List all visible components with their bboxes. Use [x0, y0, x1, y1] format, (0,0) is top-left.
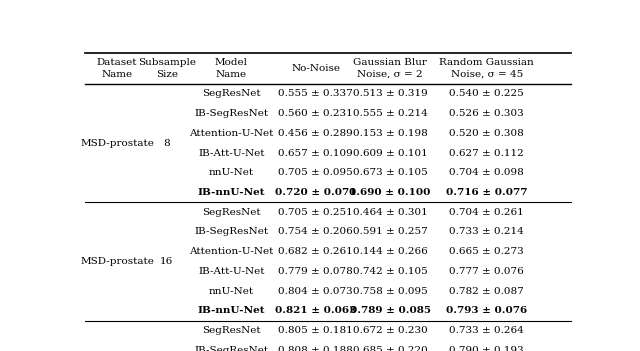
Text: IB-SegResNet: IB-SegResNet	[194, 109, 268, 118]
Text: Model
Name: Model Name	[215, 58, 248, 79]
Text: 0.705 ± 0.251: 0.705 ± 0.251	[278, 208, 353, 217]
Text: 0.705 ± 0.095: 0.705 ± 0.095	[278, 168, 353, 177]
Text: 0.758 ± 0.095: 0.758 ± 0.095	[353, 287, 428, 296]
Text: 0.690 ± 0.100: 0.690 ± 0.100	[349, 188, 431, 197]
Text: 0.672 ± 0.230: 0.672 ± 0.230	[353, 326, 428, 335]
Text: Random Gaussian
Noise, σ = 45: Random Gaussian Noise, σ = 45	[439, 58, 534, 79]
Text: 0.520 ± 0.308: 0.520 ± 0.308	[449, 129, 524, 138]
Text: 0.804 ± 0.073: 0.804 ± 0.073	[278, 287, 353, 296]
Text: 0.779 ± 0.078: 0.779 ± 0.078	[278, 267, 353, 276]
Text: IB-SegResNet: IB-SegResNet	[194, 346, 268, 351]
Text: 0.790 ± 0.193: 0.790 ± 0.193	[449, 346, 524, 351]
Text: SegResNet: SegResNet	[202, 326, 260, 335]
Text: 0.733 ± 0.214: 0.733 ± 0.214	[449, 227, 524, 237]
Text: 0.657 ± 0.109: 0.657 ± 0.109	[278, 148, 353, 158]
Text: IB-nnU-Net: IB-nnU-Net	[198, 306, 265, 316]
Text: 0.673 ± 0.105: 0.673 ± 0.105	[353, 168, 428, 177]
Text: 0.665 ± 0.273: 0.665 ± 0.273	[449, 247, 524, 256]
Text: SegResNet: SegResNet	[202, 208, 260, 217]
Text: 0.704 ± 0.098: 0.704 ± 0.098	[449, 168, 524, 177]
Text: 16: 16	[160, 257, 173, 266]
Text: 0.513 ± 0.319: 0.513 ± 0.319	[353, 90, 428, 98]
Text: Gaussian Blur
Noise, σ = 2: Gaussian Blur Noise, σ = 2	[353, 58, 427, 79]
Text: 0.526 ± 0.303: 0.526 ± 0.303	[449, 109, 524, 118]
Text: 0.782 ± 0.087: 0.782 ± 0.087	[449, 287, 524, 296]
Text: 0.720 ± 0.071: 0.720 ± 0.071	[275, 188, 356, 197]
Text: Dataset
Name: Dataset Name	[97, 58, 138, 79]
Text: nnU-Net: nnU-Net	[209, 287, 254, 296]
Text: Subsample
Size: Subsample Size	[138, 58, 196, 79]
Text: 0.742 ± 0.105: 0.742 ± 0.105	[353, 267, 428, 276]
Text: 0.754 ± 0.206: 0.754 ± 0.206	[278, 227, 353, 237]
Text: No-Noise: No-Noise	[291, 64, 340, 73]
Text: nnU-Net: nnU-Net	[209, 168, 254, 177]
Text: 0.627 ± 0.112: 0.627 ± 0.112	[449, 148, 524, 158]
Text: 0.560 ± 0.231: 0.560 ± 0.231	[278, 109, 353, 118]
Text: 0.540 ± 0.225: 0.540 ± 0.225	[449, 90, 524, 98]
Text: 0.591 ± 0.257: 0.591 ± 0.257	[353, 227, 428, 237]
Text: 0.153 ± 0.198: 0.153 ± 0.198	[353, 129, 428, 138]
Text: 0.704 ± 0.261: 0.704 ± 0.261	[449, 208, 524, 217]
Text: 0.609 ± 0.101: 0.609 ± 0.101	[353, 148, 428, 158]
Text: 0.808 ± 0.188: 0.808 ± 0.188	[278, 346, 353, 351]
Text: 0.555 ± 0.214: 0.555 ± 0.214	[353, 109, 428, 118]
Text: 0.464 ± 0.301: 0.464 ± 0.301	[353, 208, 428, 217]
Text: 0.821 ± 0.063: 0.821 ± 0.063	[275, 306, 356, 316]
Text: 8: 8	[163, 139, 170, 148]
Text: 0.777 ± 0.076: 0.777 ± 0.076	[449, 267, 524, 276]
Text: 0.555 ± 0.337: 0.555 ± 0.337	[278, 90, 353, 98]
Text: 0.793 ± 0.076: 0.793 ± 0.076	[446, 306, 527, 316]
Text: Attention-U-Net: Attention-U-Net	[189, 129, 273, 138]
Text: Attention-U-Net: Attention-U-Net	[189, 247, 273, 256]
Text: IB-nnU-Net: IB-nnU-Net	[198, 188, 265, 197]
Text: 0.456 ± 0.289: 0.456 ± 0.289	[278, 129, 353, 138]
Text: 0.685 ± 0.220: 0.685 ± 0.220	[353, 346, 428, 351]
Text: 0.716 ± 0.077: 0.716 ± 0.077	[446, 188, 527, 197]
Text: IB-SegResNet: IB-SegResNet	[194, 227, 268, 237]
Text: 0.144 ± 0.266: 0.144 ± 0.266	[353, 247, 428, 256]
Text: 0.733 ± 0.264: 0.733 ± 0.264	[449, 326, 524, 335]
Text: 0.805 ± 0.181: 0.805 ± 0.181	[278, 326, 353, 335]
Text: IB-Att-U-Net: IB-Att-U-Net	[198, 148, 264, 158]
Text: IB-Att-U-Net: IB-Att-U-Net	[198, 267, 264, 276]
Text: MSD-prostate: MSD-prostate	[80, 257, 154, 266]
Text: 0.789 ± 0.085: 0.789 ± 0.085	[349, 306, 431, 316]
Text: 0.682 ± 0.261: 0.682 ± 0.261	[278, 247, 353, 256]
Text: MSD-prostate: MSD-prostate	[80, 139, 154, 148]
Text: SegResNet: SegResNet	[202, 90, 260, 98]
